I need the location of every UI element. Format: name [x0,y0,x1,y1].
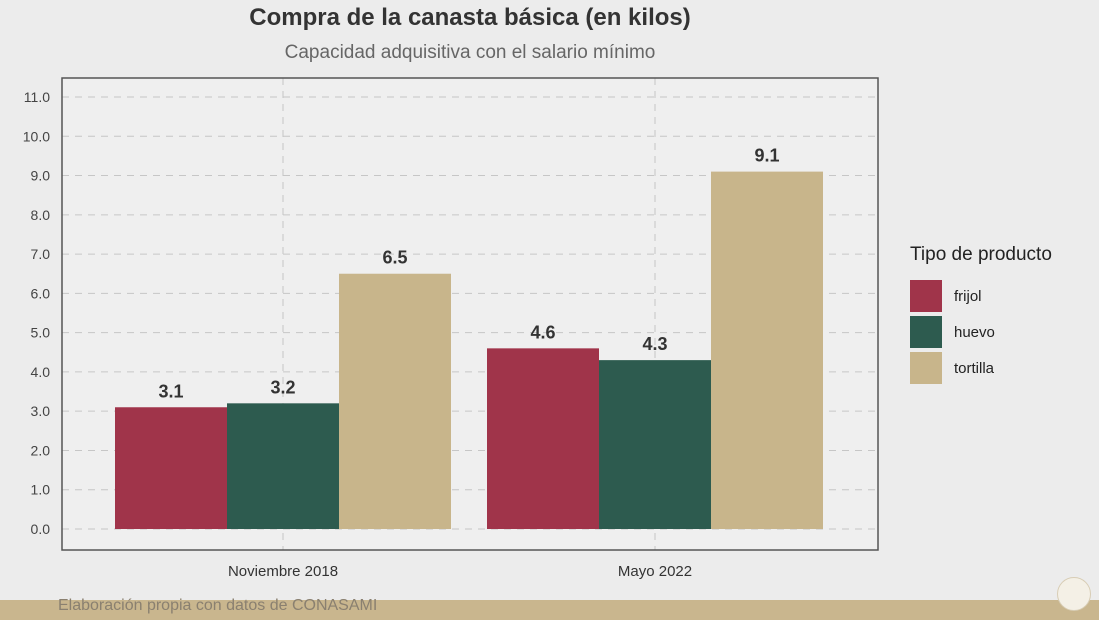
data-label: 3.1 [158,381,183,401]
bar-frijol [115,407,227,529]
legend-item-tortilla: tortilla [910,350,1052,386]
data-label: 3.2 [270,377,295,397]
legend: Tipo de producto frijol huevo tortilla [910,244,1052,386]
legend-item-frijol: frijol [910,278,1052,314]
legend-label: frijol [954,287,982,305]
source-note: Elaboración propia con datos de CONASAMI [58,597,378,614]
y-tick-label: 9.0 [31,168,51,184]
bar-tortilla [339,273,451,529]
data-label: 4.3 [642,334,667,354]
y-tick-label: 11.0 [24,89,50,105]
bar-huevo [599,360,711,529]
y-tick-label: 7.0 [31,246,51,262]
data-label: 9.1 [754,146,779,166]
bar-chart: 0.0 1.0 2.0 3.0 4.0 5.0 6.0 7.0 8.0 9.0 10.0 11.0 3.… [23,77,879,580]
y-tick-label: 8.0 [31,207,51,223]
y-tick-label: 0.0 [31,521,51,537]
chart-subtitle: Capacidad adquisitiva con el salario mín… [284,42,656,63]
y-tick-label: 1.0 [31,482,51,498]
y-tick-label: 4.0 [31,364,51,380]
legend-label: tortilla [954,359,995,377]
y-tick-label: 2.0 [31,442,51,458]
legend-item-huevo: huevo [910,314,1052,350]
government-seal-icon [1057,577,1091,611]
y-tick-label: 5.0 [31,325,51,341]
chart-title: Compra de la canasta básica (en kilos) [249,4,691,31]
bar-huevo [227,403,339,529]
legend-title: Tipo de producto [910,244,1052,265]
footer-band [0,600,1099,620]
x-tick-label: Mayo 2022 [618,563,692,580]
legend-label: huevo [954,323,995,341]
plot-border [61,77,879,551]
bar-frijol [487,348,599,529]
data-label: 6.5 [382,248,407,268]
data-label: 4.6 [530,322,555,342]
y-tick-label: 3.0 [31,403,51,419]
y-tick-label: 10.0 [23,128,50,144]
legend-swatch [910,316,942,348]
bar-tortilla [711,171,823,530]
legend-swatch [910,352,942,384]
x-tick-label: Noviembre 2018 [228,563,338,580]
y-tick-label: 6.0 [31,285,51,301]
legend-swatch [910,280,942,312]
